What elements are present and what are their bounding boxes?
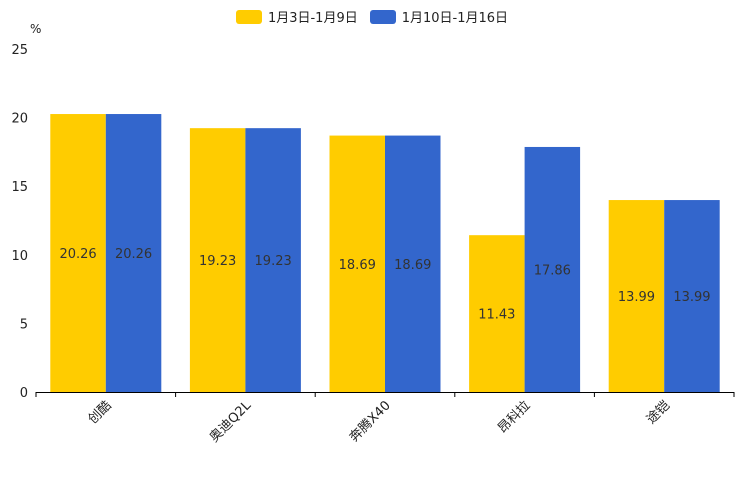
data-label-2-3: 18.69 — [394, 258, 431, 273]
legend-swatch-series-1 — [235, 9, 262, 24]
y-tick-label: 0 — [20, 386, 28, 401]
legend-label-series-1: 1月3日-1月9日 — [267, 11, 358, 26]
data-label-1-1: 20.26 — [59, 247, 96, 262]
x-tick-label: 途铠 — [643, 398, 673, 428]
data-label-1-5: 13.99 — [618, 290, 655, 305]
bar-2-3 — [385, 135, 441, 393]
legend-item-series-2[interactable]: 1月10日-1月16日 — [369, 7, 509, 26]
data-label-2-4: 17.86 — [534, 263, 571, 278]
data-label-1-2: 19.23 — [199, 254, 236, 269]
bar-1-3 — [329, 135, 385, 393]
data-label-2-2: 19.23 — [255, 254, 292, 269]
legend-label-series-2: 1月10日-1月16日 — [401, 11, 509, 26]
bar-2-1 — [105, 114, 162, 392]
bar-1-2 — [189, 128, 246, 392]
bar-1-4 — [469, 235, 525, 392]
y-tick-label: 25 — [11, 43, 28, 58]
x-tick-label: 昂科拉 — [495, 398, 533, 436]
x-tick-label: 奔腾X40 — [346, 398, 394, 446]
bar-1-1 — [50, 114, 106, 392]
bar-1-5 — [608, 200, 665, 392]
data-label-1-3: 18.69 — [339, 258, 376, 273]
chart-legend: 1月3日-1月9日 1月10日-1月16日 — [0, 7, 744, 26]
y-axis-unit-label: % — [30, 22, 42, 36]
x-tick-label: 奥迪Q2L — [207, 398, 255, 446]
legend-item-series-1[interactable]: 1月3日-1月9日 — [235, 7, 358, 26]
bar-2-5 — [664, 200, 720, 392]
y-tick-label: 20 — [11, 112, 28, 127]
bar-2-2 — [245, 128, 301, 392]
data-label-2-5: 13.99 — [673, 290, 710, 305]
y-tick-label: 15 — [11, 180, 28, 195]
legend-swatch-series-2 — [369, 9, 396, 24]
x-tick-label: 创酷 — [86, 398, 115, 427]
data-label-2-1: 20.26 — [115, 247, 152, 262]
bar-2-4 — [524, 146, 581, 392]
data-label-1-4: 11.43 — [478, 308, 515, 323]
y-tick-label: 10 — [11, 249, 28, 264]
y-tick-label: 5 — [20, 317, 28, 332]
